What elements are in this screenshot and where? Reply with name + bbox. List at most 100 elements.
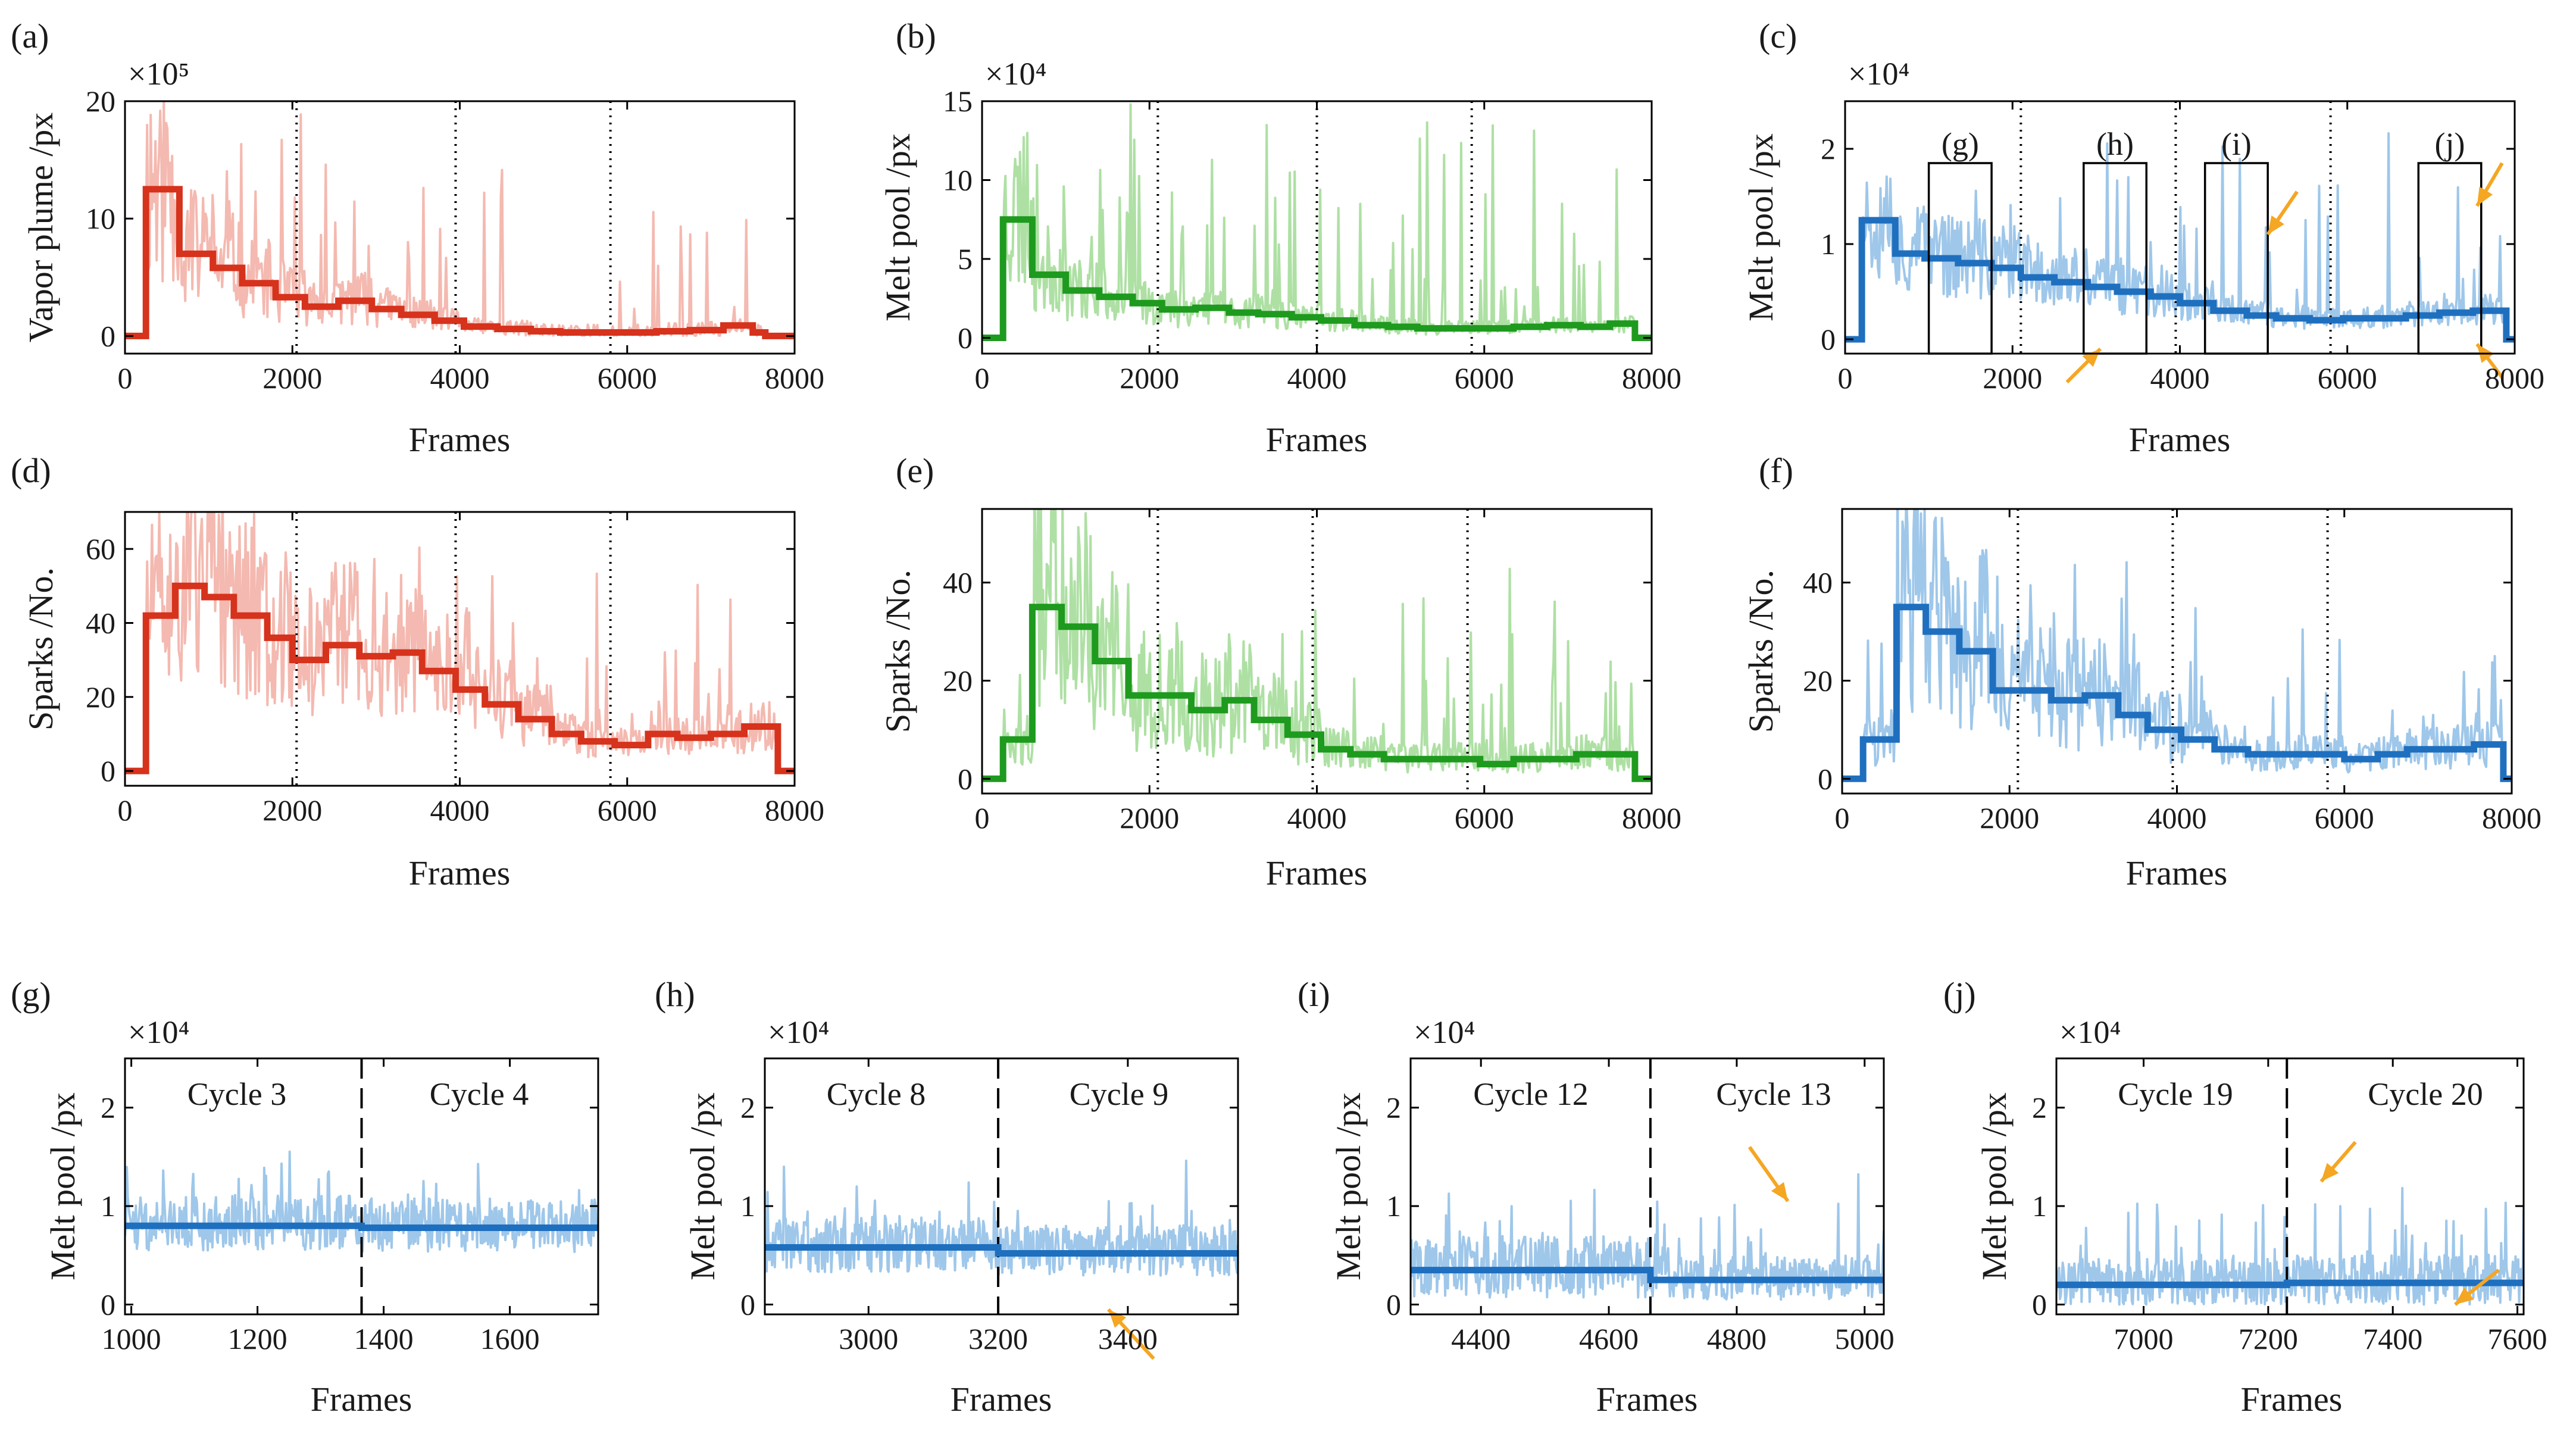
raw-signal-line-d — [145, 512, 779, 769]
x-tick-label-a-1: 2000 — [262, 361, 322, 395]
x-tick-label-f-1: 2000 — [1980, 801, 2039, 835]
x-tick-label-b-2: 4000 — [1287, 361, 1347, 395]
x-tick-label-j-3: 7600 — [2488, 1322, 2547, 1355]
mean-step-line-c — [1845, 217, 2515, 343]
annotation-arrow-j-1-head — [2455, 1287, 2474, 1305]
plot-clip-c — [1845, 101, 2515, 354]
panel-label-c: (c) — [1759, 17, 1797, 55]
panel-label-a: (a) — [11, 17, 49, 55]
plot-clip-e — [982, 509, 1652, 794]
cycle-label-h-right: Cycle 9 — [1070, 1076, 1168, 1112]
x-axis-label-h: Frames — [951, 1380, 1052, 1419]
y-tick-label-e-0: 0 — [958, 762, 973, 795]
plot-clip-g — [125, 1058, 598, 1314]
multiplier-c: ×10⁴ — [1848, 56, 1909, 92]
annotation-arrow-i-0-head — [1771, 1182, 1788, 1201]
x-ticks-d: 0 2000 4000 6000 8000 — [118, 512, 824, 827]
mean-step-line-j — [2056, 1279, 2524, 1288]
x-tick-label-g-2: 1400 — [354, 1322, 414, 1355]
plot-clip-f — [1842, 509, 2512, 794]
x-ticks-f: 0 2000 4000 6000 8000 — [1835, 509, 2541, 835]
x-ticks-j: 7000 7200 7400 7600 — [2114, 1058, 2547, 1355]
multiplier-b: ×10⁴ — [985, 56, 1046, 92]
panel-f: (f) 0 2000 4000 6000 8000 0 20 40 Frames Spark… — [1742, 451, 2541, 892]
y-tick-label-d-3: 60 — [86, 532, 115, 566]
x-tick-label-h-0: 3000 — [839, 1322, 898, 1355]
plot-area-j — [2056, 1058, 2524, 1314]
x-ticks-h: 3000 3200 3400 — [839, 1058, 1158, 1355]
x-tick-label-j-0: 7000 — [2114, 1322, 2174, 1355]
axes-frame-f — [1841, 508, 2513, 795]
x-tick-label-e-0: 0 — [975, 801, 990, 835]
x-axis-label-d: Frames — [409, 854, 511, 892]
y-axis-label-b: Melt pool /px — [879, 133, 917, 321]
axes-frame-g — [124, 1057, 599, 1316]
x-tick-label-f-3: 6000 — [2315, 801, 2374, 835]
cycle-label-g-left: Cycle 3 — [187, 1076, 286, 1112]
plot-area-e — [982, 509, 1652, 794]
x-tick-label-j-2: 7400 — [2363, 1322, 2422, 1355]
y-axis-label-f: Sparks /No. — [1742, 570, 1780, 733]
panel-label-e: (e) — [896, 451, 934, 490]
plot-area-b — [982, 101, 1652, 354]
y-axis-label-e: Sparks /No. — [879, 570, 917, 733]
mean-step-line-b — [982, 216, 1652, 341]
y-tick-label-c-2: 2 — [1821, 132, 1836, 165]
panel-h: (h) ×10⁴ 3000 3200 3400 0 1 2 Cycle 8 Cycle … — [655, 975, 1239, 1419]
mean-step-line-f — [1842, 604, 2512, 782]
y-tick-label-i-0: 0 — [1386, 1288, 1401, 1321]
cycle-label-j-right: Cycle 20 — [2368, 1076, 2483, 1112]
y-tick-label-e-2: 40 — [943, 566, 973, 599]
x-tick-label-j-1: 7200 — [2239, 1322, 2298, 1355]
y-tick-label-f-2: 40 — [1803, 566, 1833, 599]
multiplier-h: ×10⁴ — [768, 1014, 829, 1050]
y-tick-label-d-1: 20 — [86, 680, 115, 714]
y-ticks-e: 0 20 40 — [943, 566, 1652, 795]
x-tick-label-c-4: 8000 — [2485, 361, 2544, 395]
panel-label-b: (b) — [896, 17, 936, 55]
x-tick-label-i-0: 4400 — [1451, 1322, 1511, 1355]
zoom-box-label-h: (h) — [2096, 126, 2134, 162]
panel-label-g: (g) — [11, 975, 51, 1014]
x-ticks-i: 4400 4600 4800 5000 — [1451, 1058, 1895, 1355]
y-tick-label-h-1: 1 — [740, 1189, 755, 1223]
plot-clip-i — [1411, 1058, 1884, 1314]
axes-frame-a — [124, 100, 796, 355]
panel-b: (b) ×10⁴ 0 2000 4000 6000 8000 0 5 10 15 Frames… — [879, 17, 1681, 459]
panel-i: (i) ×10⁴ 4400 4600 4800 5000 0 1 2 Cycle 12 C… — [1298, 975, 1895, 1419]
y-axis-label-d: Sparks /No. — [21, 567, 60, 730]
zoom-box-label-g: (g) — [1942, 126, 1979, 162]
axes-frame-j — [2055, 1057, 2525, 1316]
y-ticks-c: 0 1 2 — [1821, 132, 2515, 356]
x-tick-label-i-1: 4600 — [1579, 1322, 1639, 1355]
plot-clip-h — [765, 1058, 1238, 1314]
y-tick-label-b-2: 10 — [943, 164, 973, 197]
x-axis-label-f: Frames — [2126, 854, 2228, 892]
x-axis-label-c: Frames — [2129, 420, 2231, 459]
x-tick-label-f-0: 0 — [1835, 801, 1850, 835]
x-tick-label-c-3: 6000 — [2318, 361, 2377, 395]
y-tick-label-g-0: 0 — [101, 1288, 115, 1321]
y-tick-label-c-0: 0 — [1821, 323, 1836, 356]
axes-frame-c — [1844, 100, 2516, 355]
x-tick-label-c-1: 2000 — [1983, 361, 2042, 395]
x-tick-label-e-4: 8000 — [1622, 801, 1681, 835]
plot-clip-a — [125, 101, 795, 354]
x-tick-label-b-3: 6000 — [1455, 361, 1514, 395]
x-axis-label-j: Frames — [2241, 1380, 2343, 1419]
annotation-arrow-j-0-head — [2321, 1163, 2339, 1182]
mean-step-line-i — [1411, 1267, 1884, 1283]
y-tick-label-c-1: 1 — [1821, 227, 1836, 261]
y-axis-label-i: Melt pool /px — [1329, 1092, 1368, 1280]
plot-area-a — [125, 101, 795, 354]
y-axis-label-j: Melt pool /px — [1975, 1092, 2014, 1280]
y-ticks-a: 0 10 20 — [86, 85, 795, 352]
cycle-label-j-left: Cycle 19 — [2118, 1076, 2233, 1112]
x-tick-label-b-1: 2000 — [1120, 361, 1179, 395]
x-tick-label-i-3: 5000 — [1835, 1322, 1895, 1355]
axes-frame-e — [981, 508, 1653, 795]
panel-c: (c) ×10⁴ (g) (h) (i) (j) 0 2000 4000 6000 8000 … — [1742, 17, 2544, 459]
panel-label-h: (h) — [655, 975, 695, 1014]
x-tick-label-e-3: 6000 — [1455, 801, 1514, 835]
